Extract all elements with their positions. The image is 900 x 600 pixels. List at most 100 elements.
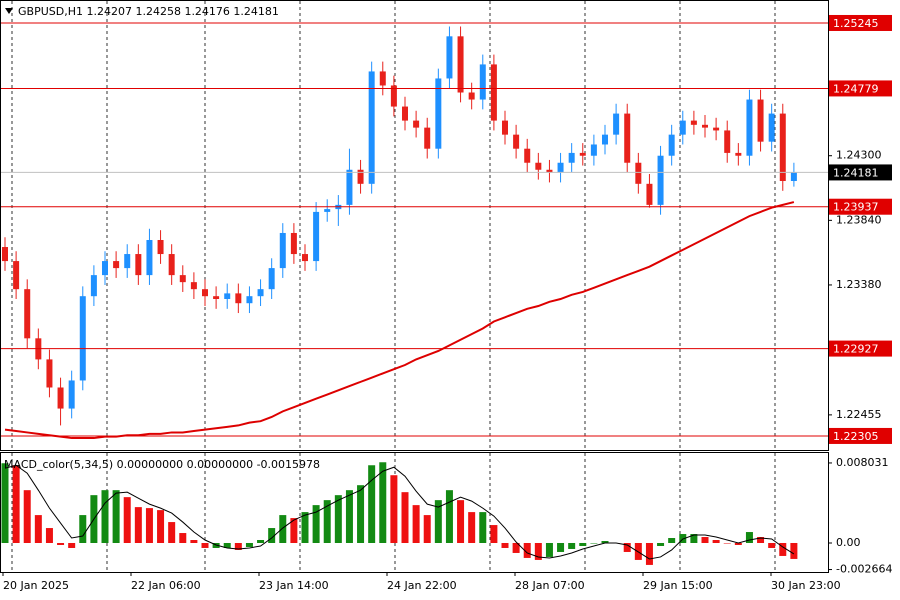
level-bg (829, 198, 892, 215)
macd-bar (112, 490, 120, 543)
candle-body (702, 124, 708, 128)
x-tick-label: 22 Jan 06:00 (131, 579, 201, 592)
macd-bar (68, 542, 76, 548)
candle-body (557, 162, 564, 173)
candle-body (368, 71, 375, 184)
x-tick-label: 30 Jan 23:00 (771, 579, 841, 592)
candle-body (724, 130, 731, 153)
macd-bar (101, 490, 109, 543)
level-label: 1.24779 (833, 82, 879, 95)
macd-bar (645, 542, 653, 565)
candle-body (57, 387, 64, 409)
candle-body (435, 78, 442, 149)
macd-y-tick-label: 0.00 (836, 536, 861, 549)
candle-body (390, 85, 397, 107)
macd-bar (257, 540, 265, 543)
macd-bar (401, 492, 409, 543)
candle-body (602, 134, 608, 145)
macd-panel (0, 452, 829, 573)
candle-body (624, 113, 631, 163)
x-tick-label: 24 Jan 22:00 (387, 579, 457, 592)
candle-body (768, 113, 775, 142)
macd-bar (1, 463, 9, 543)
candle-body (113, 261, 120, 269)
level-bg (829, 80, 892, 97)
macd-bar (579, 542, 587, 546)
candle-body (613, 113, 620, 135)
macd-bar (168, 522, 176, 543)
x-tick-label: 29 Jan 15:00 (643, 579, 713, 592)
level-label: 1.23937 (833, 201, 879, 214)
macd-bar (23, 490, 31, 543)
candle-body (657, 155, 664, 205)
macd-bar (345, 490, 353, 543)
candle-body (213, 296, 220, 299)
price-panel (0, 0, 829, 451)
candle-body (279, 232, 286, 269)
macd-bar (223, 542, 231, 548)
macd-bar (523, 542, 531, 558)
level-bg (829, 14, 892, 31)
macd-bar (434, 500, 442, 543)
level-box: 1.22305 (829, 427, 892, 444)
macd-bar (190, 540, 198, 543)
level-box: 1.24779 (829, 80, 892, 97)
y-tick-label: 1.23380 (836, 278, 882, 291)
candle-body (224, 293, 231, 299)
candle-body (202, 289, 208, 297)
candle-body (479, 64, 486, 100)
macd-bar (712, 540, 720, 543)
level-bg (829, 427, 892, 444)
candle-body (790, 172, 797, 182)
last-price-label: 1.24181 (833, 166, 879, 179)
candle-body (413, 120, 420, 128)
moving-average (4, 201, 795, 440)
candle-body (124, 254, 131, 269)
macd-bar (757, 537, 765, 543)
x-tick-label: 23 Jan 14:00 (259, 579, 329, 592)
candle-body (746, 99, 753, 156)
macd-bar (512, 542, 520, 553)
level-label: 1.22305 (833, 430, 879, 443)
candle-body (735, 152, 742, 156)
y-tick-label: 1.24300 (836, 149, 882, 162)
macd-bar (268, 528, 276, 543)
candle-body (68, 380, 75, 409)
level-box: 1.22927 (829, 340, 892, 357)
macd-bar (79, 515, 87, 543)
candle-body (379, 71, 386, 86)
macd-bar (545, 542, 553, 557)
candle-body (457, 36, 464, 93)
macd-bar (334, 495, 342, 543)
candle-body (257, 289, 264, 297)
x-tick-label: 28 Jan 07:00 (515, 579, 585, 592)
macd-bar (201, 542, 209, 548)
macd-bar (412, 505, 420, 543)
candle-body (146, 240, 153, 276)
candle-body (535, 162, 542, 170)
menu-triangle[interactable] (5, 8, 13, 14)
candle-body (502, 120, 508, 135)
candle-body (713, 127, 720, 131)
candle-body (46, 359, 53, 388)
candle-body (168, 254, 175, 276)
candle-body (157, 240, 164, 255)
candle-body (424, 127, 431, 149)
macd-bar (623, 542, 631, 552)
level-box: 1.23937 (829, 198, 892, 215)
macd-bar (657, 542, 665, 546)
macd-bar (745, 532, 753, 543)
macd-bar (379, 462, 387, 543)
candle-body (757, 99, 764, 142)
macd-bar (668, 538, 676, 543)
macd-bar (179, 533, 187, 543)
candle-body (490, 64, 497, 121)
candle-body (324, 209, 331, 212)
macd-bar (445, 490, 453, 543)
chart-title: GBPUSD,H1 1.24207 1.24258 1.24176 1.2418… (18, 5, 279, 18)
level-label: 1.25245 (833, 17, 879, 30)
macd-bar (357, 485, 365, 543)
macd-bar (57, 542, 65, 545)
candle-body (679, 120, 686, 135)
